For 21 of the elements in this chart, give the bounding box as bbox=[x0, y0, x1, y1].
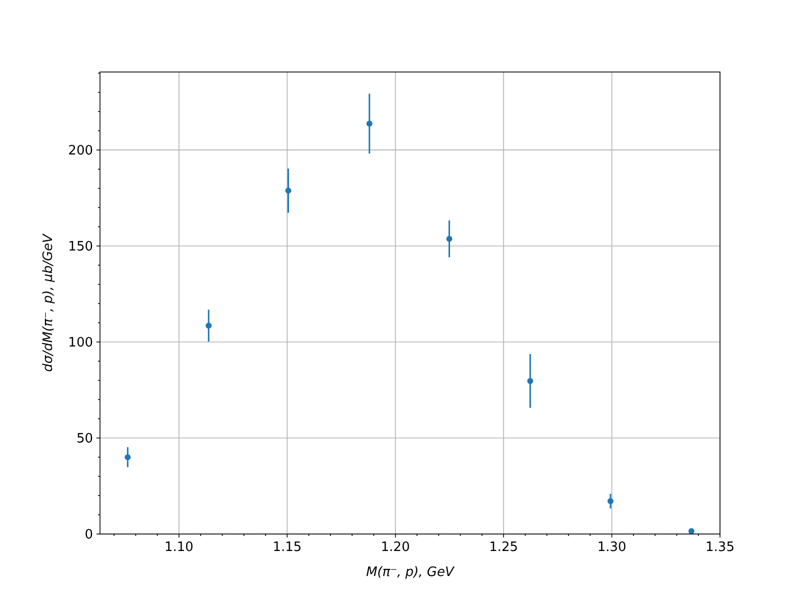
x-tick-label: 1.30 bbox=[597, 540, 626, 555]
point bbox=[206, 322, 212, 329]
y-tick-label: 150 bbox=[68, 240, 93, 255]
x-tick-label: 1.25 bbox=[489, 540, 518, 555]
x-axis-title: M(π⁻, p), GeV bbox=[366, 565, 456, 580]
y-tick-label: 200 bbox=[68, 144, 93, 159]
point bbox=[124, 454, 131, 460]
x-tick-label: 1.15 bbox=[272, 540, 302, 555]
y-tick-label: 0 bbox=[84, 528, 93, 543]
point bbox=[688, 528, 694, 534]
x-tick-label: 1.10 bbox=[164, 540, 194, 555]
point bbox=[285, 188, 292, 194]
point bbox=[608, 498, 614, 504]
y-tick-label: 50 bbox=[76, 432, 93, 447]
point bbox=[366, 120, 372, 127]
x-tick-label: 1.35 bbox=[706, 540, 734, 555]
y-tick-label: 100 bbox=[68, 336, 93, 351]
y-axis-title: dσ/dM(π⁻, p), μb/GeV bbox=[41, 232, 56, 372]
point bbox=[446, 236, 452, 242]
x-tick-label: 1.20 bbox=[380, 540, 410, 555]
point bbox=[527, 378, 534, 384]
